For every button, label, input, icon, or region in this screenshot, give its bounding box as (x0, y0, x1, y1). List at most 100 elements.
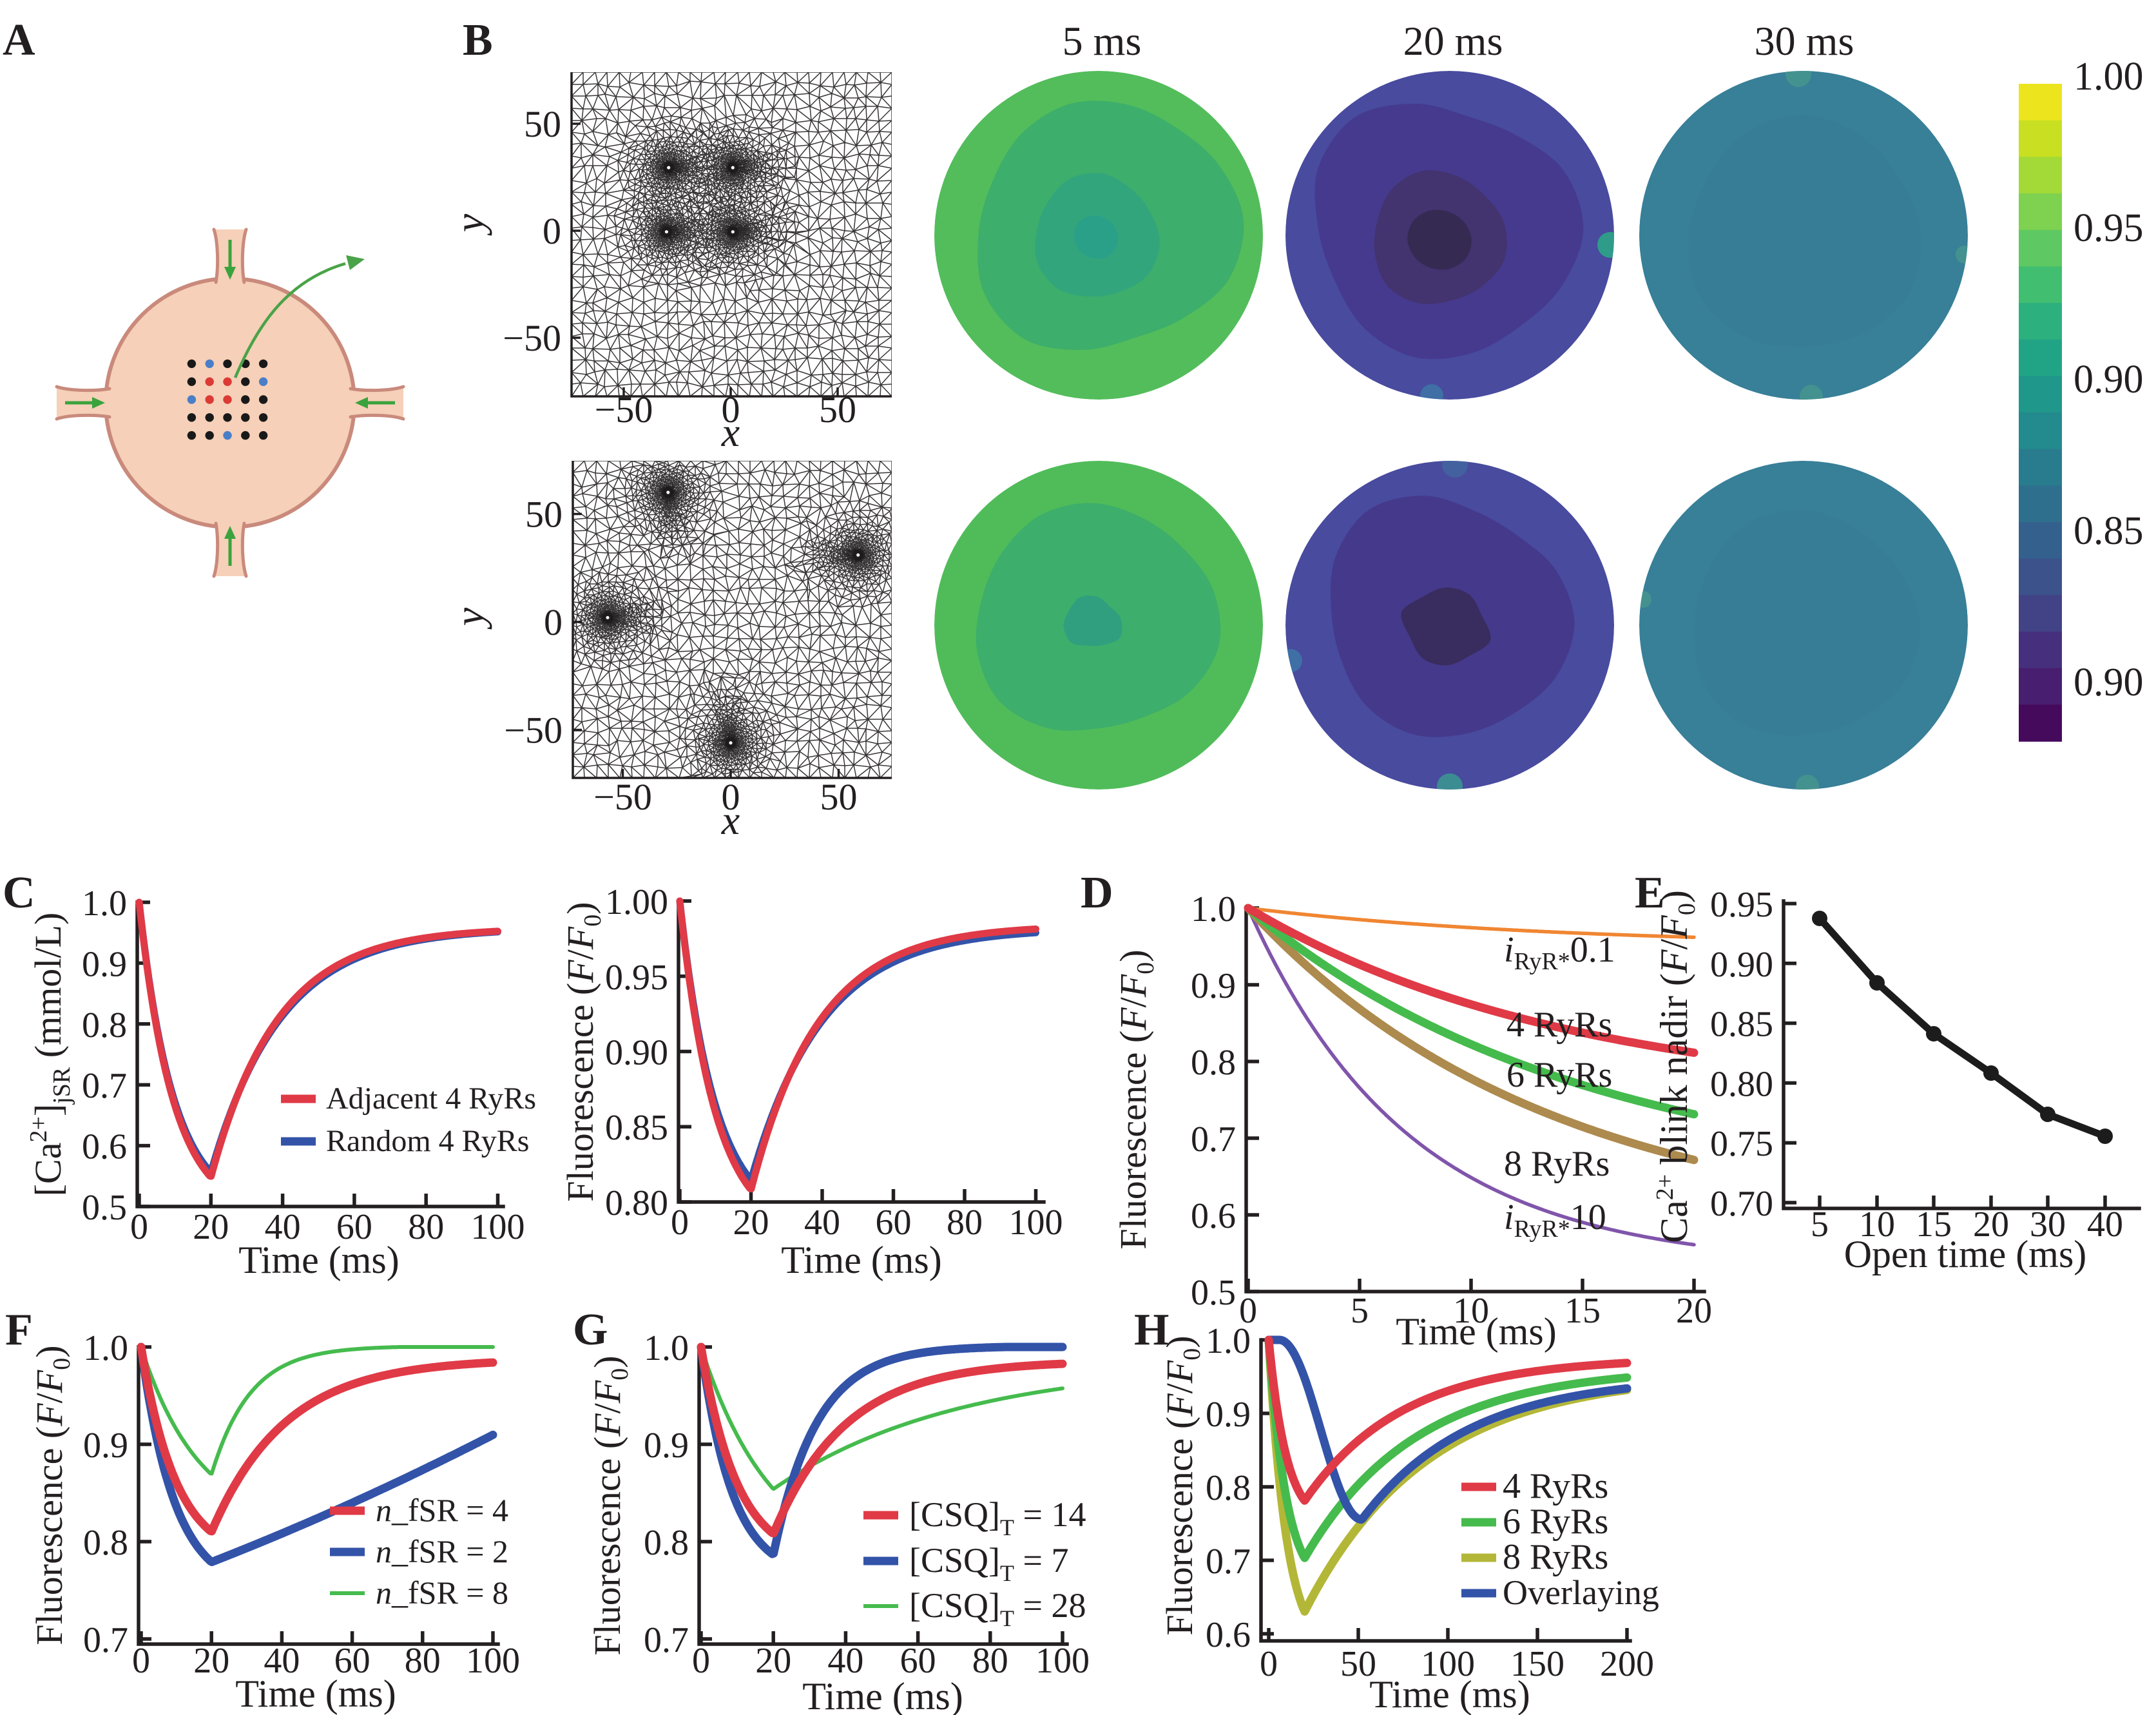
svg-text:0: 0 (544, 601, 563, 643)
svg-text:n_fSR = 8: n_fSR = 8 (376, 1575, 508, 1611)
svg-text:Time (ms): Time (ms) (235, 1672, 396, 1715)
svg-text:100: 100 (1421, 1644, 1475, 1684)
svg-text:0.90: 0.90 (2074, 661, 2144, 704)
svg-text:0.95: 0.95 (605, 958, 668, 998)
svg-text:60: 60 (900, 1641, 936, 1681)
svg-text:0.90: 0.90 (1710, 945, 1773, 985)
svg-text:0: 0 (543, 210, 561, 252)
svg-text:40: 40 (804, 1203, 840, 1243)
svg-text:0.85: 0.85 (2074, 509, 2144, 553)
svg-text:1.0: 1.0 (1206, 1321, 1251, 1361)
svg-text:0.75: 0.75 (1710, 1124, 1773, 1164)
svg-text:15: 15 (1564, 1291, 1601, 1331)
svg-text:0.8: 0.8 (644, 1523, 689, 1563)
svg-text:Fluorescence (F/F0): Fluorescence (F/F0) (559, 902, 606, 1201)
svg-text:60: 60 (876, 1203, 912, 1243)
svg-text:0.9: 0.9 (83, 1426, 128, 1466)
svg-text:50: 50 (820, 776, 858, 818)
svg-text:5: 5 (1351, 1291, 1369, 1331)
svg-text:0.6: 0.6 (82, 1127, 127, 1167)
svg-text:D: D (1081, 868, 1113, 918)
svg-text:0.7: 0.7 (1191, 1119, 1236, 1159)
svg-text:1.00: 1.00 (2074, 55, 2144, 99)
svg-text:−50: −50 (593, 776, 652, 818)
svg-text:100: 100 (1009, 1203, 1063, 1243)
svg-text:80: 80 (972, 1641, 1008, 1681)
svg-text:[CSQ]T = 14: [CSQ]T = 14 (909, 1495, 1086, 1540)
svg-text:20: 20 (193, 1207, 229, 1247)
svg-text:[CSQ]T = 28: [CSQ]T = 28 (909, 1586, 1086, 1631)
svg-text:50: 50 (1340, 1644, 1376, 1684)
svg-text:0.95: 0.95 (1710, 885, 1773, 925)
svg-text:40: 40 (264, 1641, 300, 1681)
svg-text:0.7: 0.7 (82, 1066, 127, 1106)
svg-text:Open time (ms): Open time (ms) (1844, 1233, 2087, 1275)
svg-text:x: x (721, 409, 740, 455)
svg-text:n_fSR = 2: n_fSR = 2 (376, 1533, 508, 1569)
svg-text:−50: −50 (503, 317, 561, 359)
svg-text:Time (ms): Time (ms) (781, 1239, 942, 1281)
svg-text:x: x (721, 797, 740, 843)
svg-text:0.7: 0.7 (644, 1620, 689, 1660)
svg-text:6 RyRs: 6 RyRs (1506, 1055, 1612, 1095)
svg-text:100: 100 (1035, 1641, 1090, 1681)
svg-text:60: 60 (334, 1641, 371, 1681)
svg-text:Fluorescence (F/F0): Fluorescence (F/F0) (1159, 1335, 1206, 1635)
svg-text:40: 40 (265, 1207, 301, 1247)
svg-text:1.0: 1.0 (83, 1328, 128, 1368)
svg-text:B: B (463, 15, 493, 65)
svg-text:0.9: 0.9 (1191, 966, 1236, 1006)
svg-text:Random 4 RyRs: Random 4 RyRs (326, 1124, 529, 1158)
svg-text:4 RyRs: 4 RyRs (1506, 1005, 1612, 1045)
svg-text:0.85: 0.85 (1710, 1005, 1773, 1045)
svg-text:0.9: 0.9 (1206, 1395, 1251, 1435)
svg-text:0.8: 0.8 (83, 1523, 128, 1563)
svg-text:Time (ms): Time (ms) (1369, 1673, 1530, 1715)
svg-text:0.90: 0.90 (2074, 358, 2144, 402)
svg-text:0.6: 0.6 (1191, 1196, 1236, 1236)
svg-text:0.80: 0.80 (1710, 1064, 1773, 1104)
svg-text:0.6: 0.6 (1206, 1615, 1251, 1655)
svg-text:1.00: 1.00 (605, 882, 668, 922)
svg-text:0.70: 0.70 (1710, 1184, 1773, 1224)
svg-text:iRyR*0.1: iRyR*0.1 (1504, 930, 1615, 975)
svg-text:200: 200 (1600, 1644, 1654, 1684)
svg-text:Fluorescence (F/F0): Fluorescence (F/F0) (586, 1355, 633, 1655)
svg-text:Time (ms): Time (ms) (238, 1239, 399, 1281)
svg-text:5: 5 (1811, 1205, 1829, 1245)
svg-text:20: 20 (193, 1641, 229, 1681)
svg-text:30: 30 (2030, 1205, 2066, 1245)
svg-text:80: 80 (947, 1203, 983, 1243)
svg-text:Ca2+ blink nadir (F/F0): Ca2+ blink nadir (F/F0) (1651, 890, 1700, 1243)
svg-text:0.5: 0.5 (82, 1188, 127, 1228)
svg-text:50: 50 (524, 103, 561, 145)
svg-text:40: 40 (2087, 1205, 2123, 1245)
svg-text:0.8: 0.8 (1191, 1043, 1236, 1083)
svg-text:20: 20 (755, 1641, 791, 1681)
svg-text:10: 10 (1859, 1205, 1895, 1245)
svg-text:6 RyRs: 6 RyRs (1503, 1502, 1608, 1542)
svg-text:H: H (1134, 1305, 1169, 1355)
svg-text:20 ms: 20 ms (1403, 18, 1503, 64)
svg-text:Fluorescence (F/F0): Fluorescence (F/F0) (1112, 949, 1159, 1249)
svg-text:G: G (573, 1305, 608, 1355)
svg-text:−50: −50 (504, 710, 563, 751)
svg-text:8 RyRs: 8 RyRs (1503, 1537, 1608, 1577)
svg-text:n_fSR = 4: n_fSR = 4 (376, 1492, 508, 1528)
svg-text:10: 10 (1453, 1291, 1489, 1331)
svg-text:0: 0 (671, 1203, 689, 1243)
svg-text:Time (ms): Time (ms) (1396, 1310, 1557, 1353)
svg-text:0.7: 0.7 (1206, 1542, 1251, 1582)
svg-text:0: 0 (132, 1641, 150, 1681)
svg-text:Adjacent 4 RyRs: Adjacent 4 RyRs (326, 1081, 536, 1116)
svg-text:0.9: 0.9 (82, 944, 127, 984)
svg-text:0.5: 0.5 (1191, 1273, 1236, 1313)
svg-text:A: A (3, 15, 35, 65)
svg-text:100: 100 (466, 1641, 520, 1681)
svg-text:F: F (5, 1305, 33, 1355)
svg-text:15: 15 (1916, 1205, 1952, 1245)
svg-text:Overlaying: Overlaying (1503, 1573, 1659, 1612)
svg-text:8 RyRs: 8 RyRs (1504, 1144, 1610, 1184)
svg-text:y: y (447, 607, 492, 630)
svg-text:100: 100 (471, 1207, 525, 1247)
